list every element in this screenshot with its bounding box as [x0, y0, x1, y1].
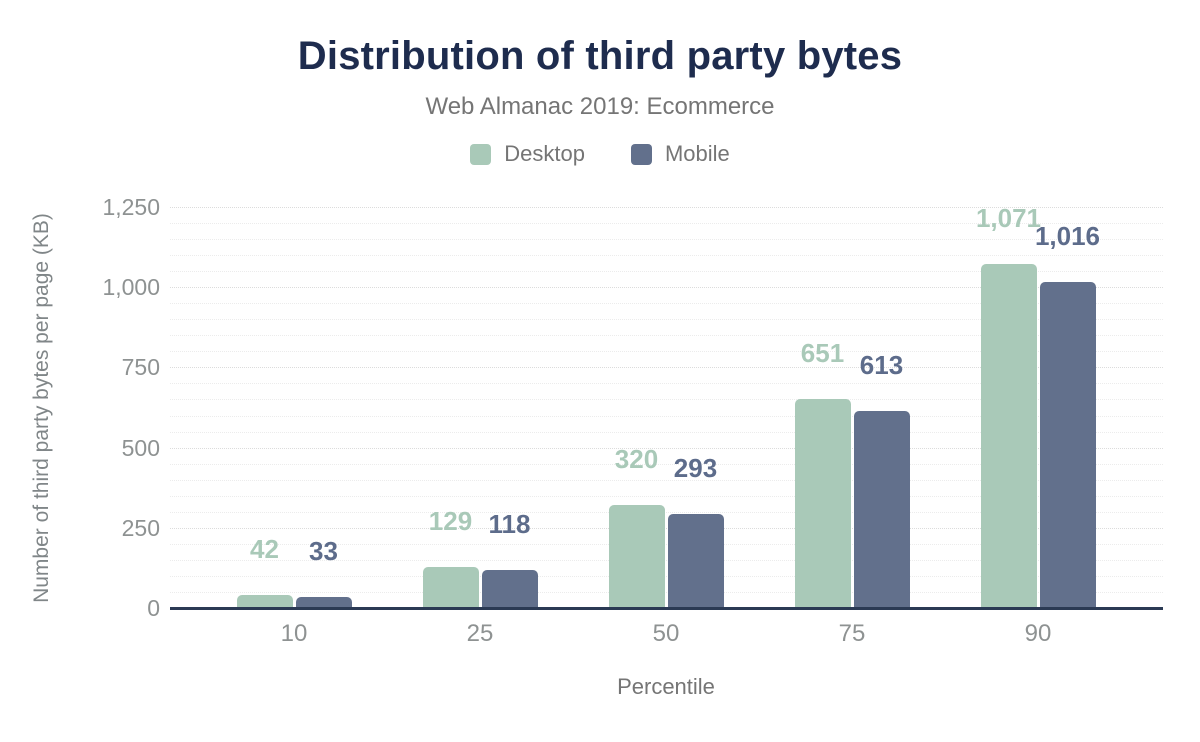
gridline-minor-200 — [170, 543, 1163, 545]
x-tick-label-25: 25 — [466, 620, 494, 647]
x-tick-label-90: 90 — [1024, 620, 1052, 647]
y-tick-label-500: 500 — [121, 434, 160, 461]
gridline-minor-350 — [170, 495, 1163, 497]
bar-mobile-p10[interactable] — [295, 597, 352, 608]
chart-subtitle: Web Almanac 2019: Ecommerce — [425, 93, 775, 120]
gridline-minor-600 — [170, 415, 1163, 417]
gridline-minor-300 — [170, 511, 1163, 513]
x-tick-label-50: 50 — [652, 620, 680, 647]
x-tick-label-75: 75 — [838, 620, 866, 647]
gridline-major-500 — [170, 447, 1163, 449]
gridline-minor-950 — [170, 303, 1163, 305]
bar-mobile-p25[interactable] — [481, 570, 538, 608]
gridline-minor-450 — [170, 463, 1163, 465]
x-tick-label-10: 10 — [280, 620, 308, 647]
y-axis-title: Number of third party bytes per page (KB… — [30, 213, 53, 603]
value-label-desktop-p10: 42 — [250, 533, 279, 564]
legend: Desktop Mobile — [0, 141, 1200, 167]
gridline-minor-1050 — [170, 271, 1163, 273]
value-label-mobile-p25: 118 — [488, 509, 531, 540]
bar-desktop-p75[interactable] — [794, 399, 851, 608]
gridline-minor-700 — [170, 383, 1163, 385]
gridline-major-250 — [170, 527, 1163, 529]
value-label-mobile-p90: 1,016 — [1034, 221, 1101, 252]
gridline-minor-800 — [170, 351, 1163, 353]
y-tick-label-750: 750 — [121, 354, 160, 381]
gridline-minor-400 — [170, 479, 1163, 481]
bar-mobile-p75[interactable] — [853, 411, 910, 608]
y-tick-label-250: 250 — [121, 514, 160, 541]
gridline-minor-850 — [170, 335, 1163, 337]
gridline-major-1000 — [170, 287, 1163, 289]
legend-label: Desktop — [504, 141, 585, 166]
gridline-minor-1150 — [170, 239, 1163, 241]
legend-item-desktop[interactable]: Desktop — [470, 141, 585, 167]
legend-item-mobile[interactable]: Mobile — [630, 141, 730, 167]
y-tick-label-1250: 1,250 — [102, 194, 160, 220]
bar-desktop-p25[interactable] — [422, 566, 479, 608]
bar-mobile-p90[interactable] — [1039, 282, 1096, 608]
value-label-desktop-p90: 1,071 — [975, 203, 1042, 234]
value-label-desktop-p75: 651 — [800, 338, 845, 369]
value-label-mobile-p10: 33 — [309, 536, 338, 567]
legend-swatch-desktop — [470, 143, 492, 165]
bar-desktop-p90[interactable] — [980, 264, 1037, 608]
bar-desktop-p10[interactable] — [236, 594, 293, 608]
gridline-minor-100 — [170, 575, 1163, 577]
y-tick-label-0: 0 — [147, 595, 160, 621]
gridline-minor-1100 — [170, 255, 1163, 257]
value-label-mobile-p75: 613 — [859, 350, 904, 381]
gridline-minor-150 — [170, 559, 1163, 561]
legend-swatch-mobile — [630, 143, 652, 165]
bar-desktop-p50[interactable] — [608, 505, 665, 608]
value-label-mobile-p50: 293 — [673, 453, 718, 484]
value-label-desktop-p25: 129 — [428, 505, 473, 536]
gridline-minor-650 — [170, 399, 1163, 401]
gridline-major-1250 — [170, 207, 1163, 208]
gridline-minor-1200 — [170, 223, 1163, 225]
y-tick-label-1000: 1,000 — [102, 274, 160, 301]
x-axis-title: Percentile — [617, 674, 715, 699]
gridline-minor-50 — [170, 591, 1163, 593]
chart-title: Distribution of third party bytes — [297, 34, 903, 78]
gridline-minor-550 — [170, 431, 1163, 433]
gridline-minor-900 — [170, 319, 1163, 321]
bar-mobile-p50[interactable] — [667, 514, 724, 608]
value-label-desktop-p50: 320 — [614, 444, 659, 475]
gridline-major-750 — [170, 367, 1163, 369]
legend-label: Mobile — [664, 141, 730, 166]
x-axis-line — [170, 607, 1163, 610]
